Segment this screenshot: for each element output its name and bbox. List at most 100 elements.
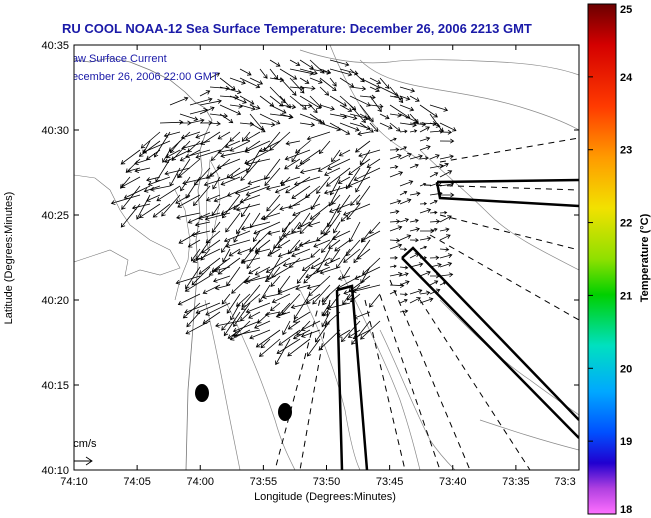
- current-vector: [290, 302, 311, 310]
- colorbar-tick-label: 18: [620, 504, 632, 516]
- current-vector: [195, 131, 211, 139]
- current-vector: [264, 266, 291, 282]
- scale-arrow: [74, 456, 93, 466]
- colorbar-tick-label: 25: [620, 4, 632, 16]
- current-vector: [213, 266, 231, 273]
- current-vector: [284, 149, 311, 161]
- current-vector: [306, 338, 321, 357]
- current-vector: [318, 329, 341, 351]
- current-vector: [215, 320, 241, 328]
- current-vector: [419, 145, 431, 151]
- current-vector: [120, 176, 141, 188]
- current-vector: [389, 219, 401, 224]
- current-vector: [274, 185, 291, 194]
- current-vector: [282, 230, 301, 238]
- current-vector: [389, 255, 398, 260]
- current-vector: [307, 221, 321, 228]
- current-vector: [333, 221, 341, 234]
- y-tick-label: 40:25: [41, 210, 69, 222]
- current-vector: [310, 257, 331, 269]
- current-vector: [347, 329, 361, 338]
- current-vector: [329, 59, 350, 67]
- current-vector: [219, 104, 242, 116]
- current-vector: [245, 131, 261, 141]
- current-vector: [159, 119, 184, 125]
- current-vector: [369, 221, 381, 235]
- current-vector: [323, 185, 351, 195]
- current-vector: [319, 86, 330, 96]
- current-vector: [409, 113, 419, 124]
- current-vector: [181, 140, 211, 151]
- current-vector: [357, 131, 371, 137]
- current-vector: [322, 293, 331, 306]
- current-vector: [254, 266, 271, 276]
- current-vector: [439, 247, 450, 252]
- current-vector: [233, 302, 251, 328]
- current-vector: [240, 158, 261, 182]
- wedge-outlines: [335, 178, 579, 470]
- current-vector: [225, 239, 251, 249]
- current-vector: [293, 293, 311, 320]
- current-vector: [296, 266, 311, 284]
- current-vector: [348, 221, 361, 243]
- current-vector: [289, 59, 301, 66]
- current-vector: [306, 284, 321, 290]
- current-vector: [291, 149, 301, 163]
- current-vector: [299, 122, 316, 128]
- current-vector: [176, 212, 201, 220]
- current-vector: [419, 202, 428, 206]
- current-vector: [429, 122, 441, 128]
- current-vector: [240, 221, 271, 231]
- current-vector: [419, 136, 431, 142]
- current-vector: [259, 122, 276, 127]
- current-vector: [248, 266, 261, 275]
- current-vector: [228, 248, 241, 257]
- current-vector: [260, 338, 271, 349]
- current-vector: [177, 158, 191, 179]
- current-vector: [147, 176, 171, 186]
- current-vector: [110, 194, 141, 205]
- current-vector: [299, 59, 314, 69]
- current-vector: [439, 253, 453, 259]
- current-vector: [220, 149, 251, 158]
- current-vector: [319, 77, 337, 92]
- y-tick-label: 40:20: [41, 295, 69, 307]
- current-vector: [326, 167, 351, 187]
- current-vector: [270, 275, 281, 287]
- radial-range-lines: [274, 137, 579, 470]
- current-vector: [277, 239, 291, 249]
- current-vector: [186, 311, 201, 328]
- current-vector: [429, 104, 449, 112]
- current-vector: [146, 194, 161, 202]
- current-vector: [409, 238, 419, 243]
- current-vector: [439, 227, 450, 232]
- current-vector: [389, 165, 399, 169]
- current-vector: [350, 194, 361, 206]
- current-vector: [185, 176, 201, 199]
- current-vector: [282, 257, 311, 267]
- current-vector: [219, 86, 242, 95]
- current-vector: [297, 221, 311, 230]
- current-vector: [241, 293, 261, 310]
- current-vector: [221, 293, 231, 305]
- current-vector: [260, 212, 281, 221]
- current-vector: [277, 284, 301, 295]
- current-vector: [265, 185, 281, 191]
- current-vector: [369, 293, 381, 308]
- current-vector: [389, 225, 403, 232]
- plot-background: [74, 45, 579, 470]
- current-vector: [429, 219, 441, 224]
- current-vector: [299, 103, 313, 109]
- current-vector: [279, 113, 294, 120]
- current-vector: [156, 185, 181, 202]
- current-vector: [319, 266, 341, 275]
- current-vector: [165, 149, 181, 159]
- current-vector: [269, 86, 286, 104]
- current-vector: [195, 149, 221, 159]
- x-tick-label: 74:00: [186, 476, 214, 488]
- current-vector: [291, 185, 311, 199]
- current-vector: [212, 176, 221, 190]
- current-vector: [319, 68, 332, 75]
- current-vector: [258, 338, 281, 357]
- current-vector: [353, 239, 371, 264]
